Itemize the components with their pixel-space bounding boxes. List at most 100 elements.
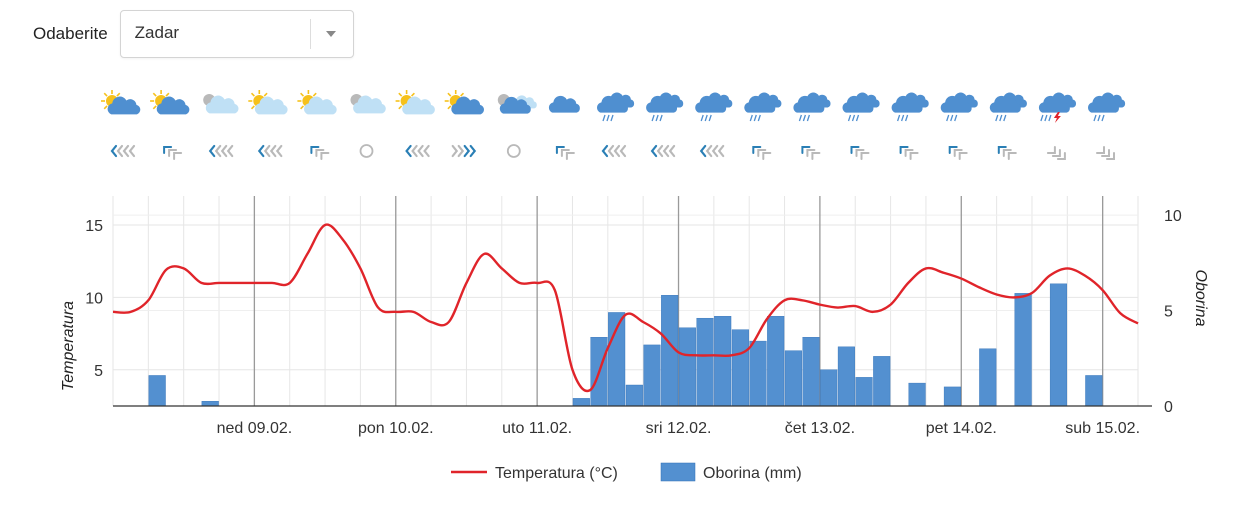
chart-grid <box>112 196 1139 407</box>
precipitation-bar <box>678 327 696 407</box>
chevron-down-icon[interactable] <box>325 31 336 37</box>
wind-arrow-stroke <box>565 152 575 160</box>
calm-icon <box>359 144 374 158</box>
precipitation-bar <box>148 375 166 407</box>
wind-arrow-stroke <box>757 149 767 157</box>
y-left-axis-title: Temperatura <box>60 301 77 391</box>
x-tick-label: pon 10.02. <box>358 420 434 437</box>
rain-icon <box>646 92 684 122</box>
wind-left-icon <box>110 144 136 158</box>
chevron-stroke <box>613 144 621 158</box>
rain-drop <box>954 114 958 122</box>
precipitation-bar <box>1049 283 1068 407</box>
precipitation-bar <box>696 317 714 407</box>
chevron-stroke <box>607 144 615 158</box>
y-right-tick-label: 10 <box>1164 208 1182 225</box>
thunderstorm-icon <box>1038 92 1077 123</box>
night-cloudy-icon <box>350 94 386 114</box>
wind-arrow-stroke <box>899 146 909 154</box>
chevron-stroke <box>650 144 658 158</box>
y-right-tick-label: 0 <box>1164 399 1173 416</box>
precipitation-bar <box>749 340 767 407</box>
precipitation-bar <box>855 377 873 407</box>
wind-arrow-stroke <box>1046 146 1056 154</box>
wind-arrow-stroke <box>1096 146 1105 154</box>
wind-arrow-stroke <box>801 146 811 154</box>
cloud-shape <box>254 96 288 115</box>
wind-arrow-stroke <box>860 152 870 160</box>
rain-drop <box>651 114 655 122</box>
cloudy-icon <box>548 95 580 113</box>
y-left-tick-label: 15 <box>85 218 103 235</box>
precipitation-bar <box>625 384 643 407</box>
wind-left-icon <box>208 144 234 158</box>
cloud-shape <box>499 96 531 114</box>
rain-drop <box>1097 114 1101 122</box>
cloud-shape <box>402 96 435 115</box>
location-select[interactable]: Zadar <box>119 10 354 58</box>
cloud-shape <box>596 95 628 113</box>
cloud-shape <box>107 96 141 115</box>
legend-temperature-label[interactable]: Temperatura (°C) <box>495 465 618 482</box>
precipitation-bar <box>784 350 802 407</box>
night-cloudy-icon <box>203 94 239 114</box>
sun-ray <box>312 92 317 97</box>
sun-ray <box>263 92 268 97</box>
sun-ray <box>165 92 170 97</box>
precipitation-bar <box>802 337 820 407</box>
wind-arrow-stroke <box>1056 152 1066 160</box>
chevron-stroke <box>417 144 424 158</box>
wind-arrow-stroke <box>168 149 178 157</box>
y-right-axis-title: Oborina <box>1192 270 1209 327</box>
sun-ray <box>152 105 157 110</box>
legend-precipitation-swatch[interactable] <box>660 462 696 482</box>
location-selector-row: Odaberite Zadar <box>33 10 354 58</box>
rain-drop <box>900 114 905 122</box>
precipitation-bar <box>767 316 785 407</box>
precipitation-bar <box>908 382 926 407</box>
forecast-icons-row <box>101 90 1126 160</box>
chevron-stroke <box>469 144 477 158</box>
legend-precipitation-label[interactable]: Oborina (mm) <box>703 465 802 482</box>
wind-arrow-stroke <box>850 146 860 154</box>
cloud-shape <box>744 95 776 113</box>
rain-drop <box>995 114 999 122</box>
chevron-stroke <box>263 144 271 158</box>
cloud-shape <box>989 95 1021 113</box>
x-tick-label: sub 15.02. <box>1065 420 1140 437</box>
chevron-stroke <box>214 144 222 158</box>
wind-arrow-stroke <box>997 146 1007 154</box>
wind-arrow-stroke <box>1007 152 1017 160</box>
chevron-stroke <box>656 144 664 158</box>
rain-drop <box>1003 114 1007 122</box>
x-tick-label: pet 14.02. <box>926 420 997 437</box>
wind-upleft-icon <box>850 146 870 160</box>
chevron-stroke <box>116 144 124 158</box>
chevron-stroke <box>711 144 719 158</box>
rain-drop <box>606 114 610 122</box>
rain-drop <box>659 114 663 122</box>
chart-legend[interactable]: Temperatura (°C) Oborina (mm) <box>451 462 802 482</box>
precipitation-bar <box>873 356 891 407</box>
rain-drop <box>950 114 954 122</box>
location-selector-label: Odaberite <box>33 24 108 43</box>
partly-cloudy-light-icon <box>395 90 435 115</box>
temperature-line-layer <box>112 223 1139 393</box>
precipitation-bar <box>572 398 590 407</box>
precipitation-bar <box>943 386 961 407</box>
chart-axes: ned 09.02. pon 10.02. uto 11.02. sri 12.02.… <box>60 208 1209 437</box>
chevron-stroke <box>110 144 118 158</box>
sun-ray <box>398 92 403 97</box>
rain-drop <box>602 114 606 122</box>
wind-arrow-stroke <box>555 146 565 154</box>
rain-drop <box>749 114 753 122</box>
precipitation-bar <box>979 348 997 407</box>
rain-icon <box>695 92 733 122</box>
wind-upleft-icon <box>948 146 968 160</box>
rain-drop <box>704 114 708 122</box>
chevron-stroke <box>275 144 283 158</box>
wind-upright-icon <box>1046 146 1066 160</box>
precipitation-bar <box>820 369 838 407</box>
precipitation-bars <box>148 283 1103 407</box>
cloud-shape <box>548 95 580 113</box>
